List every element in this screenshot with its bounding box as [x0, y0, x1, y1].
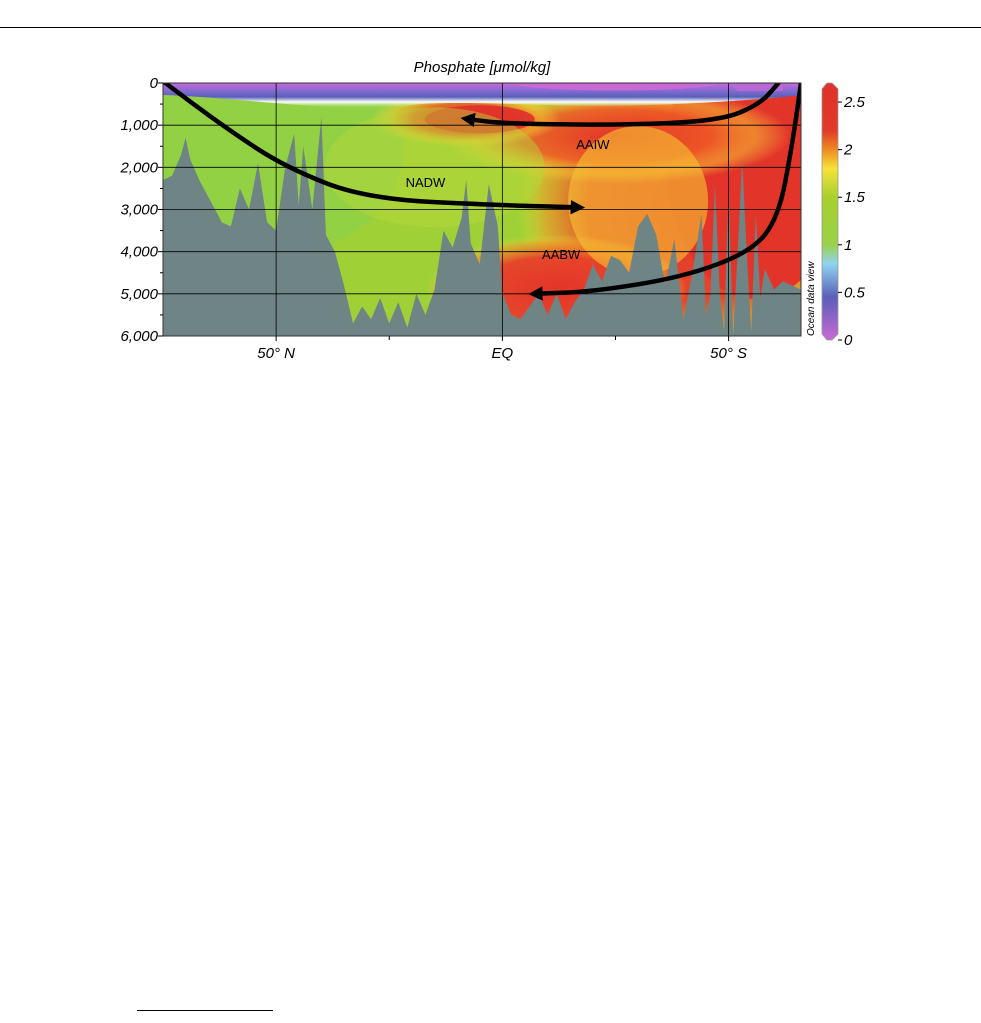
- y-axis: 0 1,000 2,000 3,000 4,000 5,000 6,000: [119, 75, 163, 345]
- x-tick-label: 50° N: [257, 345, 295, 362]
- colorbar-tick-label: 1.5: [844, 189, 866, 206]
- colorbar-tick-label: 1: [844, 237, 852, 254]
- x-tick-label: 50° S: [710, 345, 747, 362]
- phosphate-section-chart: Phosphate [μmol/kg] 0 1,000 2,000 3,000 4,00…: [119, 59, 866, 362]
- y-tick-label: 2,000: [119, 159, 158, 176]
- water-mass-labels: AAIW NADW AABW: [406, 137, 611, 262]
- plot-area: [163, 83, 801, 336]
- y-tick-label: 4,000: [120, 244, 158, 261]
- colorbar-bar: [821, 82, 839, 341]
- grid: [163, 83, 801, 336]
- x-axis: 50° N EQ 50° S: [257, 336, 747, 362]
- chart-title: Phosphate [μmol/kg]: [414, 59, 551, 76]
- y-tick-label: 1,000: [120, 117, 158, 134]
- footnote-rule: [137, 1010, 273, 1011]
- colorbar-tick-label: 2: [843, 142, 853, 159]
- colorbar-ticks: 0 0.5 1 1.5 2 2.5: [838, 94, 866, 349]
- colorbar-tick-label: 2.5: [843, 94, 866, 111]
- water-mass-label-aaiw: AAIW: [576, 137, 610, 152]
- flow-arrow-nadw: [163, 83, 586, 215]
- y-tick-label: 5,000: [120, 286, 158, 303]
- flow-arrow-aabw: [528, 83, 801, 301]
- colorbar-tick-label: 0: [844, 332, 853, 349]
- field-surface-minimum: [511, 83, 720, 91]
- circulation-arrows: [163, 83, 801, 301]
- x-tick-label: EQ: [492, 345, 514, 362]
- water-mass-label-aabw: AABW: [542, 247, 581, 262]
- bathymetry: [163, 116, 801, 336]
- field-lobe-yellow: [568, 126, 709, 277]
- colorbar: 0 0.5 1 1.5 2 2.5 Ocean data view: [806, 82, 866, 349]
- flow-arrow-aaiw: [460, 83, 781, 128]
- colorbar-side-label: Ocean data view: [806, 261, 817, 336]
- colorbar-tick-label: 0.5: [844, 284, 866, 301]
- water-mass-label-nadw: NADW: [406, 175, 446, 190]
- y-tick-label: 3,000: [120, 202, 158, 219]
- y-tick-label: 6,000: [120, 328, 158, 345]
- y-tick-label: 0: [150, 75, 159, 92]
- field-surface-minimum-south: [728, 83, 783, 91]
- header-rule: [0, 27, 981, 28]
